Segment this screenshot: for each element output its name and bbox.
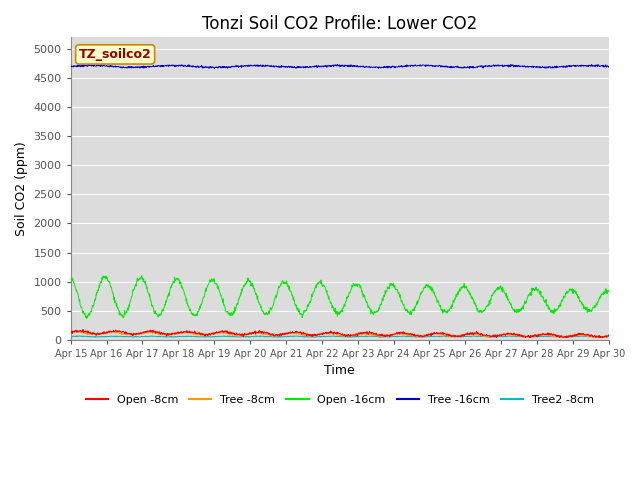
Title: Tonzi Soil CO2 Profile: Lower CO2: Tonzi Soil CO2 Profile: Lower CO2 bbox=[202, 15, 477, 33]
Text: TZ_soilco2: TZ_soilco2 bbox=[79, 48, 152, 61]
X-axis label: Time: Time bbox=[324, 364, 355, 377]
Legend: Open -8cm, Tree -8cm, Open -16cm, Tree -16cm, Tree2 -8cm: Open -8cm, Tree -8cm, Open -16cm, Tree -… bbox=[81, 391, 598, 410]
Y-axis label: Soil CO2 (ppm): Soil CO2 (ppm) bbox=[15, 141, 28, 236]
